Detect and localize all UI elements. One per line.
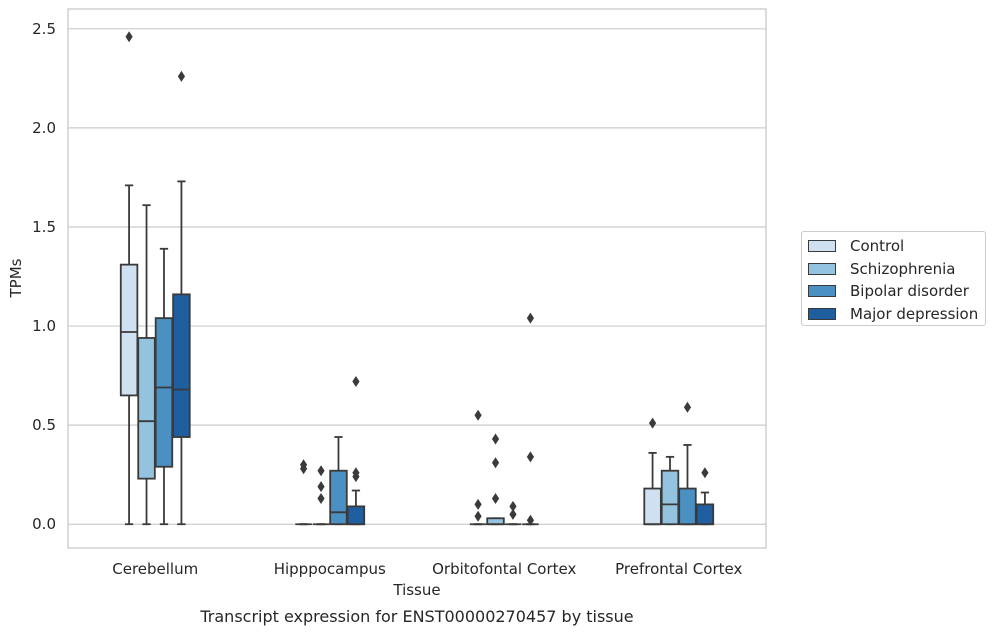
y-tick-labels: 0.0 0.5 1.0 1.5 2.0 2.5 [32,20,56,533]
legend-item: Schizophrenia [808,258,985,281]
box-plot [312,465,330,526]
outlier-point [125,31,133,43]
y-tick-label: 0.5 [32,416,56,434]
x-tick-label: Hipppocampus [274,560,386,578]
outlier-point [526,451,535,463]
plot-area-frame [67,8,767,549]
chart-title: Transcript expression for ENST0000027045… [199,607,633,626]
legend-swatch [808,262,836,275]
outlier-point [299,463,308,475]
outlier-point [352,471,360,483]
outlier-point [474,409,482,421]
outlier-point [491,433,500,445]
outlier-point [491,457,500,469]
box-iqr [695,503,715,526]
outlier-point [526,312,535,324]
box-plot [172,70,191,526]
outlier-point [317,481,325,493]
legend-label: Control [850,237,905,256]
outlier-point [648,417,657,429]
outlier-point [701,467,709,479]
box-iqr [172,293,191,438]
y-axis-label: TPMs [7,258,25,298]
box-iqr [154,317,174,468]
y-tick-label: 2.5 [32,20,56,38]
box-plot [469,409,487,526]
y-tick-label: 1.5 [32,218,56,236]
legend-label: Bipolar disorder [850,282,969,301]
box-plot [137,204,156,526]
legend-label: Major depression [850,304,979,323]
box-plot [486,433,505,526]
box-plot [522,312,539,526]
legend-item: Control [808,235,985,258]
box-plot [346,376,366,526]
x-axis-label: Tissue [392,581,440,599]
box-iqr [137,337,156,480]
outlier-point [491,492,500,504]
outlier-point [509,508,517,520]
outlier-point [474,510,482,522]
box-iqr [678,487,697,526]
x-tick-label: Cerebellum [112,560,198,578]
outlier-point [474,498,482,510]
box-iqr [643,487,662,526]
legend-item: Bipolar disorder [808,280,985,303]
legend: Control Schizophrenia Bipolar disorder Majo… [801,231,986,326]
outlier-point [177,70,186,82]
y-tick-label: 1.0 [32,317,56,335]
x-tick-label: Prefrontal Cortex [615,560,742,578]
box-iqr [329,469,348,526]
box-plot [660,455,680,526]
box-plots [119,31,715,526]
x-tick-labels: Cerebellum Hipppocampus Orbitofontal Corte… [112,560,742,578]
box-iqr [346,505,366,526]
box-plot [154,247,174,526]
box-plot [119,31,139,526]
box-plot [504,500,522,526]
box-iqr [119,263,139,397]
box-plot [329,436,348,526]
legend-item: Major depression [808,303,985,326]
outlier-point [509,500,517,512]
legend-swatch [808,307,836,320]
legend-swatch [808,285,836,298]
outlier-point [317,465,325,477]
y-tick-label: 2.0 [32,119,56,137]
box-plot [643,417,662,526]
box-iqr [660,469,680,526]
outlier-point [683,401,692,413]
x-tick-label: Orbitofontal Cortex [432,560,576,578]
box-plot [295,459,312,526]
outlier-point [352,376,360,388]
outlier-point [317,492,325,504]
box-plot [678,401,697,526]
outlier-point [526,514,535,526]
legend-label: Schizophrenia [850,259,956,278]
legend-swatch [808,240,836,253]
box-plot [695,467,715,526]
y-tick-label: 0.0 [32,515,56,533]
